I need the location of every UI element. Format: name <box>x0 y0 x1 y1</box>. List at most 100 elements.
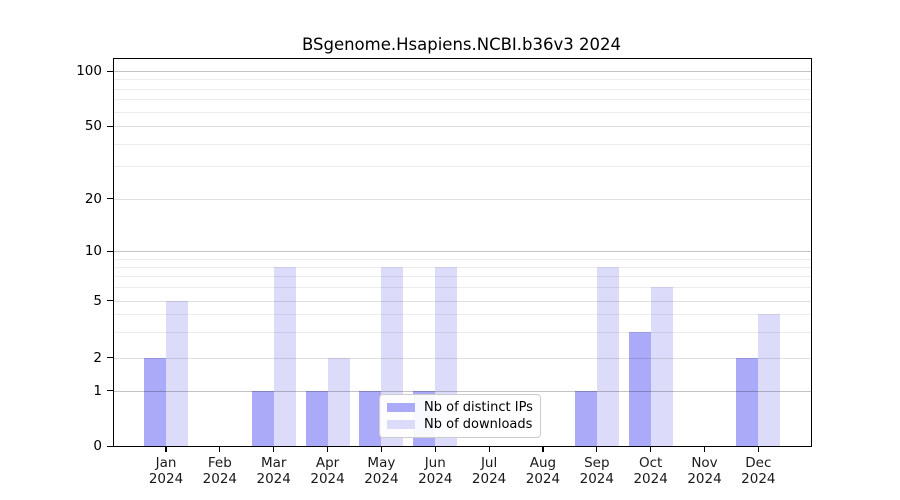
y-tick-label-1: 1 <box>93 382 102 399</box>
y-tick-label-10: 10 <box>84 243 102 259</box>
gridline-10 <box>114 251 811 252</box>
gridline-minor-30 <box>114 166 811 168</box>
y-tick-label-5: 5 <box>93 292 102 309</box>
bar-downloads-jan <box>166 300 188 446</box>
gridline-50 <box>114 126 811 127</box>
x-tick-month-feb: Feb <box>207 455 232 471</box>
x-tick-year-dec: 2024 <box>741 471 776 487</box>
x-tick-year-jan: 2024 <box>148 471 184 487</box>
x-tick-mar <box>273 446 275 452</box>
gridline-minor-7 <box>114 276 811 278</box>
bar-downloads-dec <box>758 314 781 446</box>
gridline-minor-90 <box>114 79 811 81</box>
x-tick-may <box>380 446 382 452</box>
x-tick-year-sep: 2024 <box>579 471 614 487</box>
legend-label-distinct-ips: Nb of distinct IPs <box>424 400 533 415</box>
bar-ips-mar <box>251 390 274 446</box>
x-tick-label-oct: Oct 2024 <box>619 455 683 487</box>
gridline-minor-70 <box>114 99 811 101</box>
gridline-2 <box>114 357 811 359</box>
y-tick-label-2: 2 <box>93 349 102 366</box>
x-tick-month-jul: Jul <box>480 455 498 471</box>
x-tick-label-jul: Jul 2024 <box>457 455 521 487</box>
x-tick-year-apr: 2024 <box>310 471 345 487</box>
x-tick-month-sep: Sep <box>584 455 610 471</box>
gridline-minor-80 <box>114 88 811 90</box>
y-tick-2 <box>107 357 113 359</box>
x-tick-month-aug: Aug <box>529 455 557 471</box>
bar-downloads-sep <box>596 266 619 446</box>
gridline-minor-6 <box>114 287 811 289</box>
x-tick-label-feb: Feb 2024 <box>188 455 252 487</box>
gridline-minor-9 <box>114 258 811 260</box>
x-tick-year-oct: 2024 <box>633 471 668 487</box>
gridline-5 <box>114 300 811 302</box>
x-tick-month-may: May <box>367 455 396 471</box>
y-tick-5 <box>107 300 113 302</box>
y-tick-0 <box>107 445 113 447</box>
y-tick-label-20: 20 <box>84 190 102 207</box>
legend-item-downloads: Nb of downloads <box>387 416 532 433</box>
y-tick-label-50: 50 <box>84 118 102 134</box>
x-tick-label-may: May 2024 <box>349 455 413 487</box>
x-tick-label-apr: Apr 2024 <box>296 455 360 487</box>
x-tick-year-aug: 2024 <box>525 471 561 487</box>
gridline-minor-3 <box>114 332 811 334</box>
y-tick-100 <box>107 70 113 72</box>
x-tick-month-jan: Jan <box>155 455 177 471</box>
x-tick-jul <box>488 446 490 452</box>
bar-ips-apr <box>305 390 328 446</box>
y-tick-50 <box>107 125 113 127</box>
gridline-minor-40 <box>114 143 811 145</box>
x-tick-month-jun: Jun <box>424 455 446 471</box>
legend: Nb of distinct IPs Nb of downloads <box>379 394 541 438</box>
gridline-minor-60 <box>114 111 811 113</box>
x-tick-label-sep: Sep 2024 <box>565 455 629 487</box>
y-tick-label-0: 0 <box>93 438 102 454</box>
x-tick-year-feb: 2024 <box>202 471 238 487</box>
x-tick-year-jul: 2024 <box>471 471 507 487</box>
legend-item-distinct-ips: Nb of distinct IPs <box>387 399 533 416</box>
gridline-minor-8 <box>114 266 811 268</box>
x-tick-label-dec: Dec 2024 <box>726 455 790 487</box>
y-tick-10 <box>107 250 113 252</box>
x-tick-label-mar: Mar 2024 <box>242 455 306 487</box>
x-tick-jan <box>165 446 167 452</box>
x-tick-sep <box>596 446 598 452</box>
x-tick-year-may: 2024 <box>364 471 399 487</box>
x-tick-jun <box>434 446 436 452</box>
bar-downloads-oct <box>650 287 673 446</box>
y-tick-1 <box>107 390 113 392</box>
plot-area: 0 1 2 5 10 20 50 100 Jan 2024 Feb 2024 Mar 2024 Apr 202… <box>76 58 812 487</box>
x-tick-month-nov: Nov <box>691 455 718 471</box>
x-tick-feb <box>219 446 221 452</box>
gridline-100 <box>114 71 811 72</box>
x-tick-year-mar: 2024 <box>256 471 291 487</box>
x-tick-label-jan: Jan 2024 <box>134 455 198 487</box>
x-tick-oct <box>650 446 652 452</box>
gridline-20 <box>114 198 811 200</box>
legend-swatch-downloads <box>387 420 415 429</box>
x-tick-month-oct: Oct <box>638 455 663 471</box>
bar-ips-sep <box>574 390 597 446</box>
legend-swatch-distinct-ips <box>387 403 415 412</box>
x-tick-year-nov: 2024 <box>687 471 722 487</box>
x-tick-label-jun: Jun 2024 <box>403 455 467 487</box>
x-tick-month-apr: Apr <box>315 455 340 471</box>
x-tick-year-jun: 2024 <box>418 471 453 487</box>
x-tick-month-mar: Mar <box>260 455 287 471</box>
x-tick-month-dec: Dec <box>745 455 772 471</box>
bar-downloads-mar <box>273 266 296 446</box>
bar-downloads-apr <box>327 357 350 446</box>
x-tick-dec <box>757 446 759 452</box>
x-tick-label-nov: Nov 2024 <box>673 455 737 487</box>
bar-ips-jan <box>144 357 166 446</box>
x-tick-aug <box>542 446 544 452</box>
gridline-1 <box>114 390 811 392</box>
chart-title: BSgenome.Hsapiens.NCBI.b36v3 2024 <box>301 35 622 54</box>
x-tick-nov <box>703 446 706 452</box>
x-tick-label-aug: Aug 2024 <box>511 455 575 487</box>
gridline-minor-4 <box>114 314 811 316</box>
legend-label-downloads: Nb of downloads <box>424 417 533 432</box>
